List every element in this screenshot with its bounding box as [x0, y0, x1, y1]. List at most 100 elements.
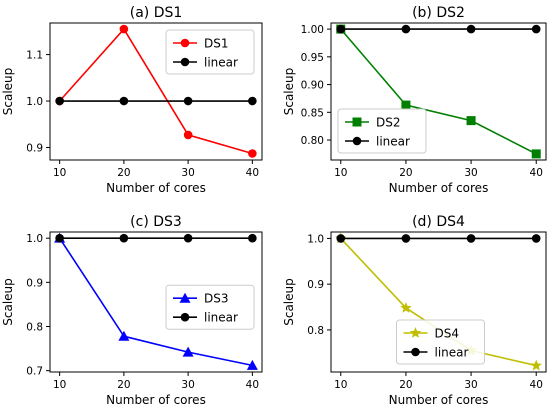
data-point-ds4 — [400, 301, 412, 313]
data-point-linear — [119, 96, 129, 106]
data-point-linear — [401, 234, 411, 243]
x-tick-label: 20 — [117, 167, 130, 179]
chart-title: (d) DS4 — [412, 214, 465, 230]
x-tick-label: 20 — [117, 379, 130, 391]
legend-label-ds1: DS1 — [204, 37, 229, 51]
x-axis-label: Number of cores — [106, 393, 206, 407]
y-tick-label: 1.0 — [26, 96, 43, 108]
y-tick-label: 1.0 — [26, 233, 43, 245]
x-axis-label: Number of cores — [389, 181, 489, 195]
y-axis-label: Scaleup — [282, 278, 296, 326]
plot-frame — [49, 231, 263, 373]
data-point-ds4 — [530, 359, 542, 371]
data-point-linear — [531, 24, 541, 34]
legend-label-ds3: DS3 — [204, 292, 229, 306]
legend-marker-linear — [411, 347, 420, 357]
x-tick-label: 20 — [399, 167, 412, 179]
data-point-ds1 — [183, 130, 193, 140]
legend-marker-linear — [180, 57, 190, 67]
x-tick-label: 10 — [53, 379, 66, 391]
legend-label-linear: linear — [435, 346, 469, 360]
x-tick-label: 10 — [334, 379, 347, 391]
chart-panel-ds2: (b) DS2 0.80 0.85 0.90 0.95 1.00 10 20 30 40 Numbe… — [282, 5, 547, 195]
data-point-ds2 — [401, 100, 411, 110]
y-tick-label: 0.85 — [301, 107, 324, 119]
data-point-linear — [336, 234, 346, 243]
x-tick-label: 40 — [530, 379, 543, 391]
data-point-linear — [119, 233, 129, 243]
data-point-ds1 — [248, 149, 257, 158]
y-tick-label: 0.8 — [307, 325, 324, 337]
data-point-ds3 — [246, 359, 258, 370]
data-point-linear — [248, 233, 257, 243]
series-line-ds1 — [59, 27, 253, 155]
legend: DS3 linear — [165, 284, 255, 330]
data-point-linear — [531, 234, 541, 243]
y-axis-label: Scaleup — [1, 278, 15, 326]
plot-frame — [330, 22, 547, 161]
legend-label-linear: linear — [376, 135, 410, 149]
x-tick-label: 30 — [181, 379, 194, 391]
data-point-linear — [183, 233, 193, 243]
y-axis-label: Scaleup — [1, 68, 15, 116]
legend-label-ds4: DS4 — [435, 327, 460, 341]
chart-title: (a) DS1 — [130, 5, 183, 21]
chart-title: (c) DS3 — [130, 214, 182, 230]
legend-marker-ds2 — [352, 117, 362, 127]
chart-panel-ds1: (a) DS1 0.9 1.0 1.1 10 20 30 40 Number of cores S… — [1, 5, 263, 195]
data-point-linear — [466, 234, 476, 243]
x-tick-label: 10 — [53, 167, 66, 179]
y-tick-label: 0.9 — [26, 142, 43, 154]
y-tick-label: 0.90 — [301, 80, 324, 92]
x-tick-label: 20 — [399, 379, 412, 391]
chart-panel-ds3: (c) DS3 0.7 0.8 0.9 1.0 10 20 30 40 Number of cor… — [1, 214, 263, 407]
x-axis-label: Number of cores — [389, 393, 489, 407]
data-point-ds3 — [182, 346, 194, 357]
x-tick-label: 30 — [181, 167, 194, 179]
data-point-ds3 — [118, 330, 130, 341]
y-axis-label: Scaleup — [282, 68, 296, 116]
legend-marker-linear — [352, 136, 362, 146]
legend-label-linear: linear — [204, 56, 238, 70]
data-point-ds2 — [531, 149, 541, 159]
data-point-linear — [336, 24, 346, 34]
y-tick-label: 0.80 — [301, 135, 324, 147]
plot-frame — [49, 22, 263, 161]
data-point-linear — [401, 24, 411, 34]
x-tick-label: 40 — [246, 379, 259, 391]
legend-marker-ds3 — [179, 292, 191, 303]
y-tick-label: 1.00 — [301, 24, 324, 36]
y-tick-label: 0.9 — [26, 277, 43, 289]
data-point-linear — [466, 24, 476, 34]
legend: DS2 linear — [337, 108, 427, 154]
y-tick-label: 1.0 — [307, 233, 324, 245]
x-tick-label: 40 — [530, 167, 543, 179]
data-point-linear — [55, 233, 64, 243]
legend-label-ds2: DS2 — [376, 116, 401, 130]
legend: DS1 linear — [165, 29, 255, 75]
data-point-linear — [55, 96, 64, 106]
x-tick-label: 30 — [464, 167, 477, 179]
legend-marker-ds1 — [180, 38, 190, 48]
plot-frame — [330, 231, 547, 373]
y-tick-label: 1.1 — [26, 50, 43, 62]
data-point-ds1 — [119, 24, 129, 34]
x-tick-label: 10 — [334, 167, 347, 179]
chart-title: (b) DS2 — [412, 5, 465, 21]
legend: DS4 linear — [396, 319, 485, 365]
y-tick-label: 0.8 — [26, 322, 43, 334]
y-tick-label: 0.9 — [307, 279, 324, 291]
x-tick-label: 30 — [464, 379, 477, 391]
legend-marker-ds4 — [409, 327, 422, 338]
data-point-ds2 — [466, 116, 476, 126]
chart-panel-ds4: (d) DS4 0.8 0.9 1.0 10 20 30 40 Number of cores S… — [282, 214, 547, 407]
x-tick-label: 40 — [246, 167, 259, 179]
data-point-linear — [183, 96, 193, 106]
x-axis-label: Number of cores — [106, 181, 206, 195]
series-line-ds3 — [58, 237, 253, 367]
legend-label-linear: linear — [204, 311, 238, 325]
series-line-ds2 — [340, 28, 537, 155]
data-point-linear — [248, 96, 257, 106]
y-tick-label: 0.95 — [301, 52, 324, 64]
